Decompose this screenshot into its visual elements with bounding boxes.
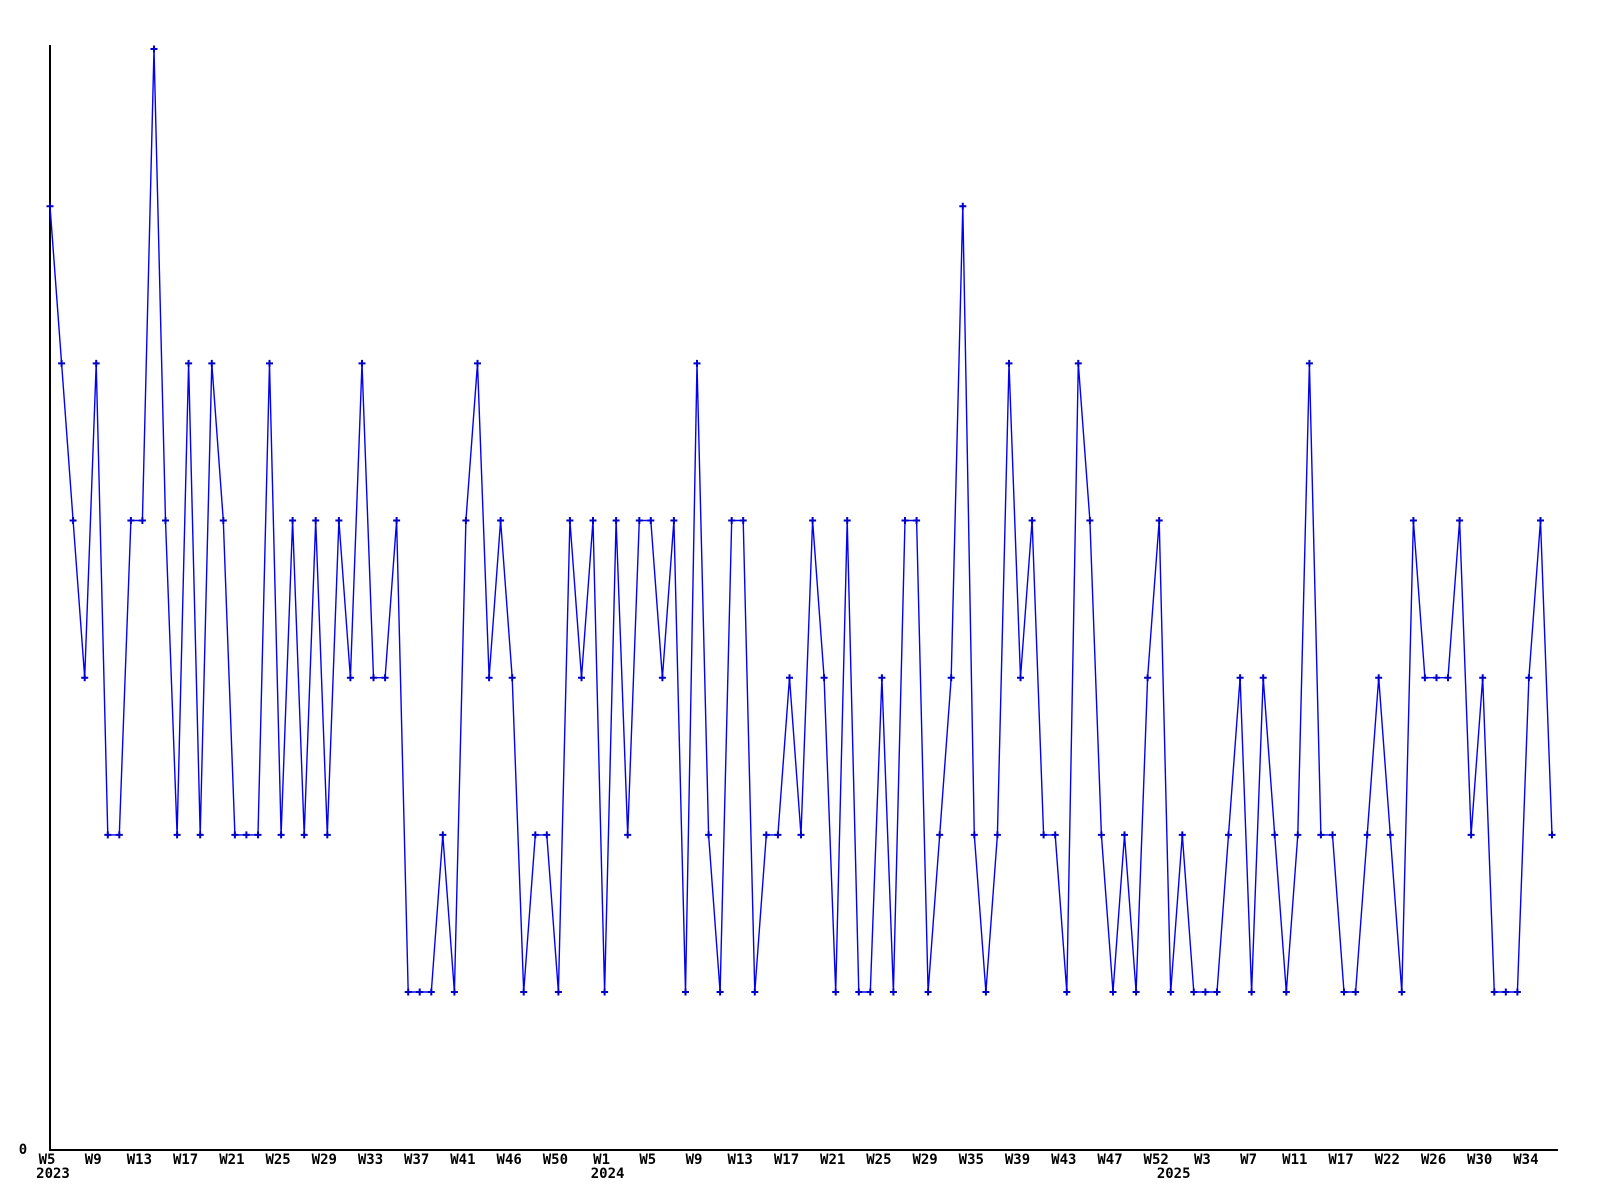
data-markers bbox=[46, 45, 1556, 996]
x-tick-label: W7 bbox=[1240, 1152, 1257, 1168]
x-tick-label: W17 bbox=[774, 1152, 799, 1168]
x-tick-label: W29 bbox=[912, 1152, 937, 1168]
x-tick-label: W13 bbox=[127, 1152, 152, 1168]
x-tick-label: W30 bbox=[1467, 1152, 1492, 1168]
x-tick-label: W35 bbox=[959, 1152, 984, 1168]
x-tick-label: W50 bbox=[543, 1152, 568, 1168]
x-tick-label: W39 bbox=[1005, 1152, 1030, 1168]
x-tick-label: W34 bbox=[1513, 1152, 1538, 1168]
x-tick-label: W5 bbox=[39, 1152, 56, 1168]
x-tick-label: W9 bbox=[686, 1152, 703, 1168]
x-tick-label: W25 bbox=[866, 1152, 891, 1168]
year-label: 2025 bbox=[1157, 1166, 1191, 1182]
x-tick-label: W25 bbox=[265, 1152, 290, 1168]
x-tick-label: W26 bbox=[1421, 1152, 1446, 1168]
x-tick-label: W33 bbox=[358, 1152, 383, 1168]
x-tick-label: W17 bbox=[1328, 1152, 1353, 1168]
x-tick-label: W21 bbox=[219, 1152, 244, 1168]
x-tick-label: W22 bbox=[1375, 1152, 1400, 1168]
x-tick-labels: W5 W9 W13 W17 W21 W25 W29 W33 W37 W41 W46 W50 W1 W5 W9… bbox=[39, 1152, 1539, 1168]
x-tick-label: W11 bbox=[1282, 1152, 1307, 1168]
x-tick-label: W43 bbox=[1051, 1152, 1076, 1168]
year-labels: 2023 2024 2025 bbox=[36, 1166, 1190, 1182]
year-label: 2023 bbox=[36, 1166, 70, 1182]
x-tick-label: W3 bbox=[1194, 1152, 1211, 1168]
x-tick-label: W41 bbox=[450, 1152, 475, 1168]
x-tick-label: W29 bbox=[312, 1152, 337, 1168]
x-tick-label: W9 bbox=[85, 1152, 102, 1168]
x-tick-label: W46 bbox=[497, 1152, 522, 1168]
x-tick-label: W1 bbox=[593, 1152, 610, 1168]
year-label: 2024 bbox=[591, 1166, 625, 1182]
x-tick-label: W52 bbox=[1144, 1152, 1169, 1168]
x-tick-label: W5 bbox=[639, 1152, 656, 1168]
x-tick-label: W21 bbox=[820, 1152, 845, 1168]
x-tick-label: W47 bbox=[1097, 1152, 1122, 1168]
data-line bbox=[49, 48, 1553, 993]
x-tick-label: W17 bbox=[173, 1152, 198, 1168]
y-zero-label: 0 bbox=[19, 1142, 27, 1158]
x-tick-label: W37 bbox=[404, 1152, 429, 1168]
x-tick-label: W13 bbox=[728, 1152, 753, 1168]
